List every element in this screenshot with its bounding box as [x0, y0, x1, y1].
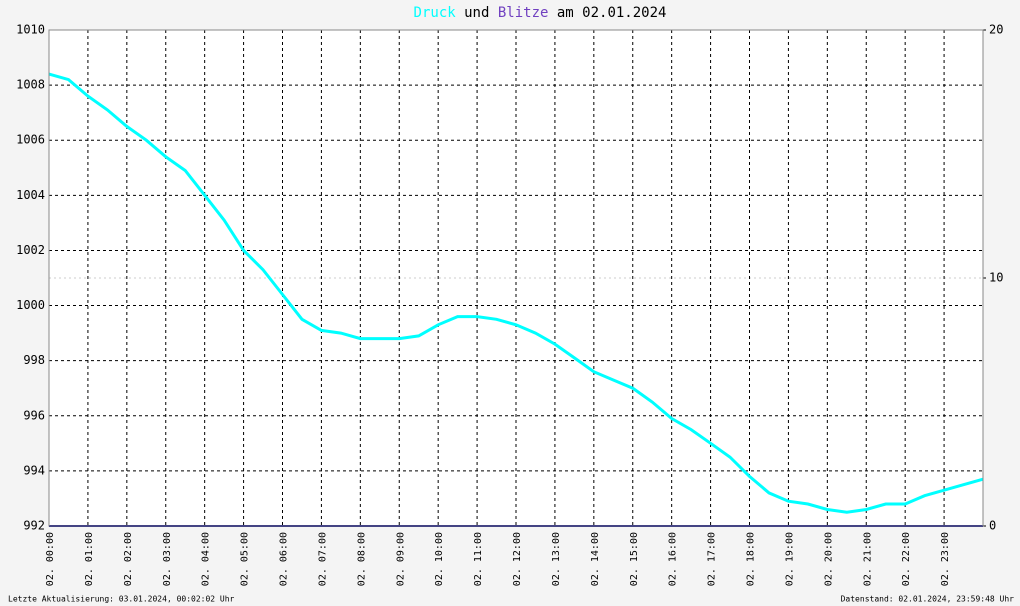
y-tick-label: 992 [23, 519, 45, 533]
x-tick-label: 02. 05:00 [240, 532, 251, 586]
series-line [48, 72, 984, 514]
x-tick-label: 02. 04:00 [201, 532, 212, 586]
footer-right: Datenstand: 02.01.2024, 23:59:48 Uhr [841, 595, 1015, 604]
y-tick-label: 1010 [16, 23, 45, 37]
y-tick-label: 998 [23, 353, 45, 367]
x-tick-label: 02. 23:00 [940, 532, 951, 586]
x-tick-label: 02. 11:00 [473, 532, 484, 586]
y-tick-label: 996 [23, 408, 45, 422]
x-tick-label: 02. 22:00 [901, 532, 912, 586]
x-tick-label: 02. 01:00 [84, 532, 95, 586]
y-tick-label: 1004 [16, 188, 45, 202]
y-tick-label: 1008 [16, 78, 45, 92]
x-tick-label: 02. 20:00 [823, 532, 834, 586]
x-tick-label: 02. 15:00 [629, 532, 640, 586]
x-tick-label: 02. 16:00 [668, 532, 679, 586]
plot-frame [48, 29, 984, 527]
y-tick-label: 1006 [16, 133, 45, 147]
x-tick-label: 02. 09:00 [395, 532, 406, 586]
chart-title: Druck und Blitze am 02.01.2024 [414, 5, 667, 21]
y-tick-label: 1000 [16, 298, 45, 312]
x-tick-label: 02. 07:00 [317, 532, 328, 586]
x-tick-label: 02. 18:00 [746, 532, 757, 586]
x-tick-label: 02. 19:00 [784, 532, 795, 586]
y2-tick-label: 20 [989, 23, 1003, 37]
x-tick-label: 02. 00:00 [45, 532, 56, 586]
x-tick-label: 02. 12:00 [512, 532, 523, 586]
y2-tick-label: 10 [989, 271, 1003, 285]
title-part: Druck [414, 5, 457, 21]
x-tick-label: 02. 13:00 [551, 532, 562, 586]
x-tick-label: 02. 21:00 [862, 532, 873, 586]
title-part: am 02.01.2024 [557, 5, 667, 21]
y2-tick-label: 0 [989, 519, 996, 533]
title-part: Blitze [498, 5, 549, 21]
x-tick-label: 02. 03:00 [162, 532, 173, 586]
y-tick-label: 1002 [16, 243, 45, 257]
x-tick-label: 02. 17:00 [707, 532, 718, 586]
y-tick-label: 994 [23, 463, 45, 477]
x-tick-label: 02. 14:00 [590, 532, 601, 586]
x-tick-label: 02. 02:00 [123, 532, 134, 586]
title-part: und [464, 5, 489, 21]
x-tick-label: 02. 08:00 [356, 532, 367, 586]
footer-left: Letzte Aktualisierung: 03.01.2024, 00:02… [8, 595, 235, 604]
x-tick-label: 02. 10:00 [434, 532, 445, 586]
x-tick-label: 02. 06:00 [279, 532, 290, 586]
